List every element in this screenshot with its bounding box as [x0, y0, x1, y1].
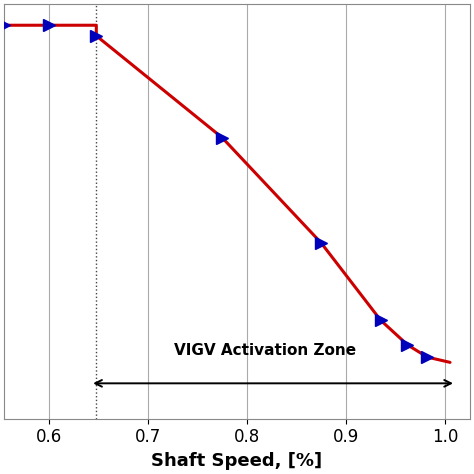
- X-axis label: Shaft Speed, [%]: Shaft Speed, [%]: [151, 452, 323, 470]
- Text: VIGV Activation Zone: VIGV Activation Zone: [174, 344, 356, 358]
